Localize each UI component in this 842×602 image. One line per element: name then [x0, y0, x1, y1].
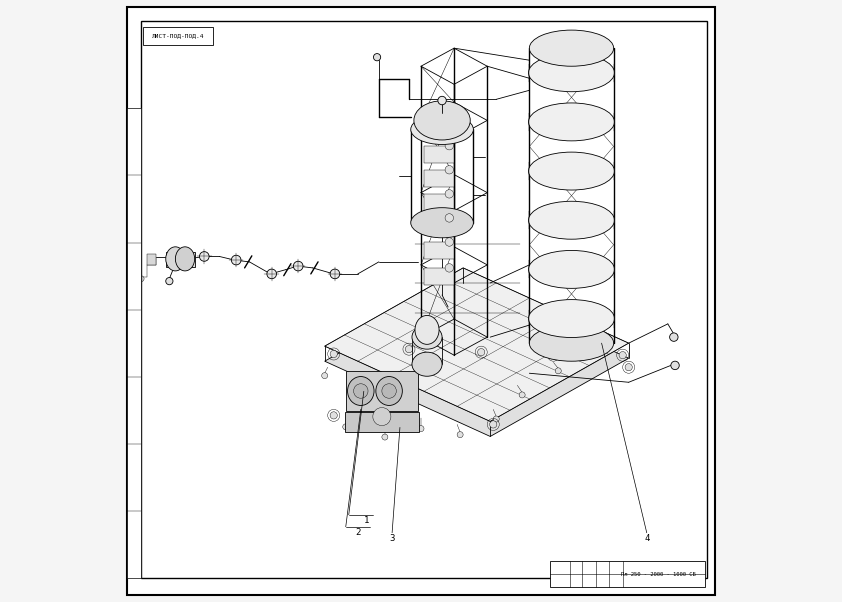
- Ellipse shape: [530, 30, 614, 66]
- Ellipse shape: [166, 247, 185, 271]
- Circle shape: [671, 361, 679, 370]
- Circle shape: [200, 252, 209, 261]
- Ellipse shape: [529, 103, 615, 141]
- Circle shape: [477, 349, 485, 356]
- Ellipse shape: [529, 300, 615, 338]
- Circle shape: [490, 421, 497, 428]
- Ellipse shape: [376, 377, 402, 406]
- Ellipse shape: [529, 54, 615, 92]
- Bar: [424, 146, 454, 163]
- Bar: [344, 412, 419, 432]
- Circle shape: [382, 434, 388, 440]
- Text: 3: 3: [389, 535, 395, 543]
- Circle shape: [343, 424, 349, 430]
- Circle shape: [330, 412, 338, 419]
- Circle shape: [267, 269, 276, 279]
- Circle shape: [520, 392, 525, 398]
- Ellipse shape: [412, 325, 442, 349]
- Circle shape: [418, 426, 424, 432]
- Circle shape: [166, 278, 173, 285]
- Ellipse shape: [414, 101, 470, 140]
- Circle shape: [293, 261, 303, 271]
- Circle shape: [445, 264, 454, 272]
- Circle shape: [445, 214, 454, 222]
- Ellipse shape: [415, 315, 439, 344]
- Bar: [147, 254, 156, 265]
- Ellipse shape: [348, 377, 374, 406]
- Text: Пл 250 - 2000 - 1000 СБ: Пл 250 - 2000 - 1000 СБ: [621, 571, 696, 577]
- Ellipse shape: [529, 152, 615, 190]
- Ellipse shape: [411, 114, 473, 144]
- Circle shape: [445, 238, 454, 246]
- Circle shape: [669, 333, 678, 341]
- Ellipse shape: [529, 250, 615, 288]
- Circle shape: [330, 350, 338, 358]
- Text: 2: 2: [355, 529, 360, 537]
- Text: ЛИСТ-ПОД-ПОД.4: ЛИСТ-ПОД-ПОД.4: [152, 34, 205, 39]
- Circle shape: [625, 364, 632, 371]
- Circle shape: [232, 255, 241, 265]
- Polygon shape: [325, 268, 629, 421]
- Circle shape: [555, 368, 562, 374]
- Circle shape: [354, 384, 368, 399]
- Bar: [424, 218, 454, 235]
- Circle shape: [382, 384, 397, 399]
- Bar: [424, 268, 454, 285]
- Bar: [551, 561, 705, 587]
- Circle shape: [493, 416, 499, 422]
- Circle shape: [330, 269, 339, 279]
- Bar: [424, 242, 454, 259]
- Circle shape: [550, 352, 557, 359]
- Ellipse shape: [530, 325, 614, 361]
- Circle shape: [457, 432, 463, 438]
- Circle shape: [138, 276, 144, 282]
- Ellipse shape: [412, 352, 442, 376]
- Circle shape: [445, 141, 454, 150]
- Circle shape: [374, 54, 381, 61]
- Bar: [127, 108, 141, 578]
- Text: 4: 4: [644, 535, 649, 543]
- Polygon shape: [325, 283, 629, 436]
- Bar: [346, 371, 418, 411]
- Circle shape: [619, 352, 626, 359]
- Text: 1: 1: [364, 517, 370, 525]
- Ellipse shape: [411, 208, 473, 238]
- Ellipse shape: [529, 201, 615, 239]
- Circle shape: [445, 190, 454, 198]
- Circle shape: [438, 96, 446, 105]
- Circle shape: [405, 346, 413, 353]
- Bar: [424, 170, 454, 187]
- Bar: [143, 27, 213, 45]
- Circle shape: [373, 408, 391, 426]
- Circle shape: [322, 373, 328, 379]
- Circle shape: [445, 166, 454, 174]
- Bar: [166, 252, 195, 267]
- Bar: [424, 194, 454, 211]
- Ellipse shape: [175, 247, 195, 271]
